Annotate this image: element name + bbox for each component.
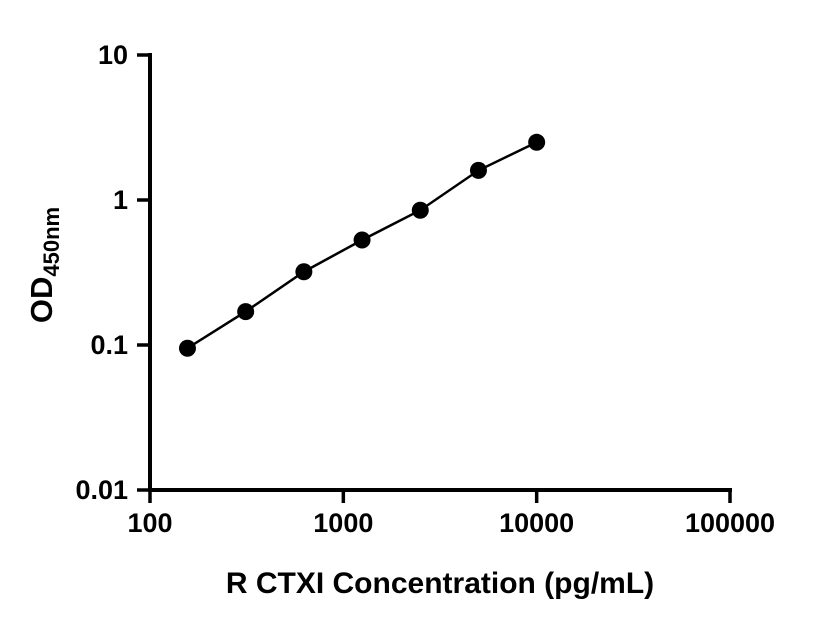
data-point — [469, 161, 487, 179]
data-point — [411, 201, 429, 219]
x-axis-tick-label: 10000 — [499, 508, 574, 538]
y-axis-title-main: OD — [24, 277, 59, 324]
data-point — [353, 231, 371, 249]
data-point — [295, 263, 313, 281]
x-axis-tick-label: 1000 — [313, 508, 373, 538]
data-point — [178, 339, 196, 357]
x-axis-tick-label: 100000 — [685, 508, 775, 538]
data-point — [237, 303, 255, 321]
y-axis-tick-label: 10 — [98, 40, 128, 70]
x-axis-tick-label: 100 — [127, 508, 172, 538]
y-axis-title: OD450nm — [24, 207, 64, 323]
y-axis-tick-label: 0.1 — [90, 330, 128, 360]
x-axis-title: R CTXI Concentration (pg/mL) — [226, 567, 654, 600]
data-point — [528, 133, 546, 151]
axis-frame — [148, 53, 732, 492]
y-axis-tick-label: 1 — [113, 185, 128, 215]
axes-layer: 100 1000 10000 100000 0.01 0.1 1 10 — [75, 40, 775, 538]
data-series-layer — [178, 133, 546, 357]
y-axis-tick-label: 0.01 — [75, 475, 128, 505]
y-axis-title-sub: 450nm — [39, 207, 64, 277]
